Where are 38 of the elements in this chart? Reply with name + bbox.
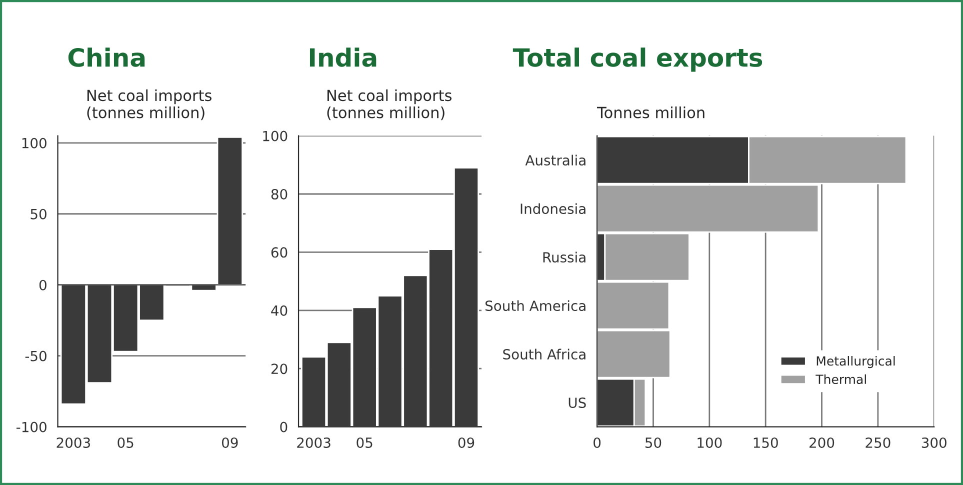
x-tick-label: 2003 [297, 437, 330, 448]
y-tick-label: 100 [263, 130, 288, 142]
x-tick-label: 09 [222, 437, 238, 448]
x-tick-label: 05 [118, 437, 134, 448]
y-tick-label: South Africa [503, 348, 586, 360]
y-tick-label: US [568, 398, 586, 408]
chart-title: China [68, 48, 145, 67]
chart-subtitle: Tonnes million [597, 106, 704, 118]
x-tick-label: 05 [356, 437, 372, 448]
y-tick-label: 40 [271, 305, 288, 316]
x-tick-label: 0 [594, 437, 601, 448]
y-tick-label: Russia [543, 252, 586, 263]
legend-label: Thermal [816, 374, 866, 384]
x-tick-label: 250 [866, 437, 890, 448]
chart-subtitle: Net coal imports (tonnes million) [87, 89, 212, 120]
y-tick-label: 80 [271, 188, 288, 200]
y-tick-label: Indonesia [520, 203, 586, 214]
x-tick-label: 2003 [56, 437, 90, 448]
y-tick-label: South America [485, 300, 586, 312]
y-tick-label: 0 [280, 422, 288, 432]
y-tick-label: 100 [22, 138, 46, 148]
y-tick-label: Australia [525, 154, 586, 166]
y-tick-label: 0 [39, 280, 46, 290]
y-tick-label: 20 [271, 364, 288, 374]
x-tick-label: 150 [754, 437, 778, 448]
y-tick-label: -100 [16, 422, 46, 432]
y-tick-label: 60 [271, 247, 288, 258]
x-tick-label: 300 [922, 437, 946, 448]
chart-title: Total coal exports [512, 48, 762, 72]
chart-title: India [310, 48, 376, 67]
chart-subtitle: Net coal imports (tonnes million) [327, 89, 452, 120]
x-tick-label: 50 [645, 437, 662, 448]
x-tick-label: 200 [810, 437, 834, 448]
legend-label: Metallurgical [816, 356, 895, 368]
y-tick-label: -50 [25, 350, 46, 362]
y-tick-label: 50 [30, 208, 46, 220]
x-tick-label: 09 [458, 437, 474, 448]
x-tick-label: 100 [698, 437, 722, 448]
